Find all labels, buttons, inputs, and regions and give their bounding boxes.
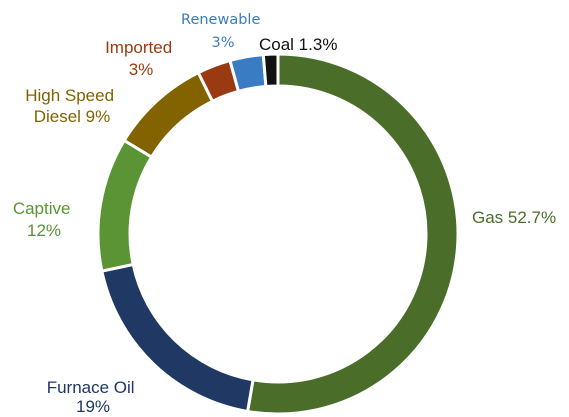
slice-label-furnace-oil-line-2: 19% <box>76 397 110 416</box>
slice-label-high-speed-diesel-line-2: Diesel 9% <box>34 107 111 126</box>
slice-label-gas: Gas 52.7% <box>472 208 556 227</box>
slice-label-furnace-oil: Furnace Oil 19% <box>47 378 140 416</box>
slice-label-captive-line-2: 12% <box>27 221 61 240</box>
slice-label-furnace-oil-line-1: Furnace Oil <box>47 378 135 397</box>
slice-high-speed-diesel <box>122 70 215 160</box>
slice-label-coal-line-1: Coal 1.3% <box>259 35 337 54</box>
slice-label-high-speed-diesel-line-1: High Speed <box>25 86 114 105</box>
slice-label-imported-line-1: Imported <box>105 38 172 57</box>
slice-label-captive: Captive 12% <box>13 199 75 240</box>
slice-captive <box>96 138 154 273</box>
slice-label-gas-line-1: Gas 52.7% <box>472 208 556 227</box>
slice-label-renewable-line-1: Renewable <box>181 12 260 28</box>
labels-group: Gas 52.7% Furnace Oil 19% Captive 12% Hi… <box>13 12 556 416</box>
slice-coal <box>261 52 280 89</box>
slice-label-imported-line-2: 3% <box>129 60 154 79</box>
slice-label-captive-line-1: Captive <box>13 199 71 218</box>
slice-label-high-speed-diesel: High Speed Diesel 9% <box>25 86 119 126</box>
slices-group <box>96 52 460 416</box>
slice-gas <box>245 52 460 416</box>
slice-label-renewable: Renewable 3% <box>181 12 265 51</box>
slice-label-coal: Coal 1.3% <box>259 35 337 54</box>
slice-label-renewable-line-2: 3% <box>211 35 234 51</box>
slice-label-imported: Imported 3% <box>105 38 177 79</box>
